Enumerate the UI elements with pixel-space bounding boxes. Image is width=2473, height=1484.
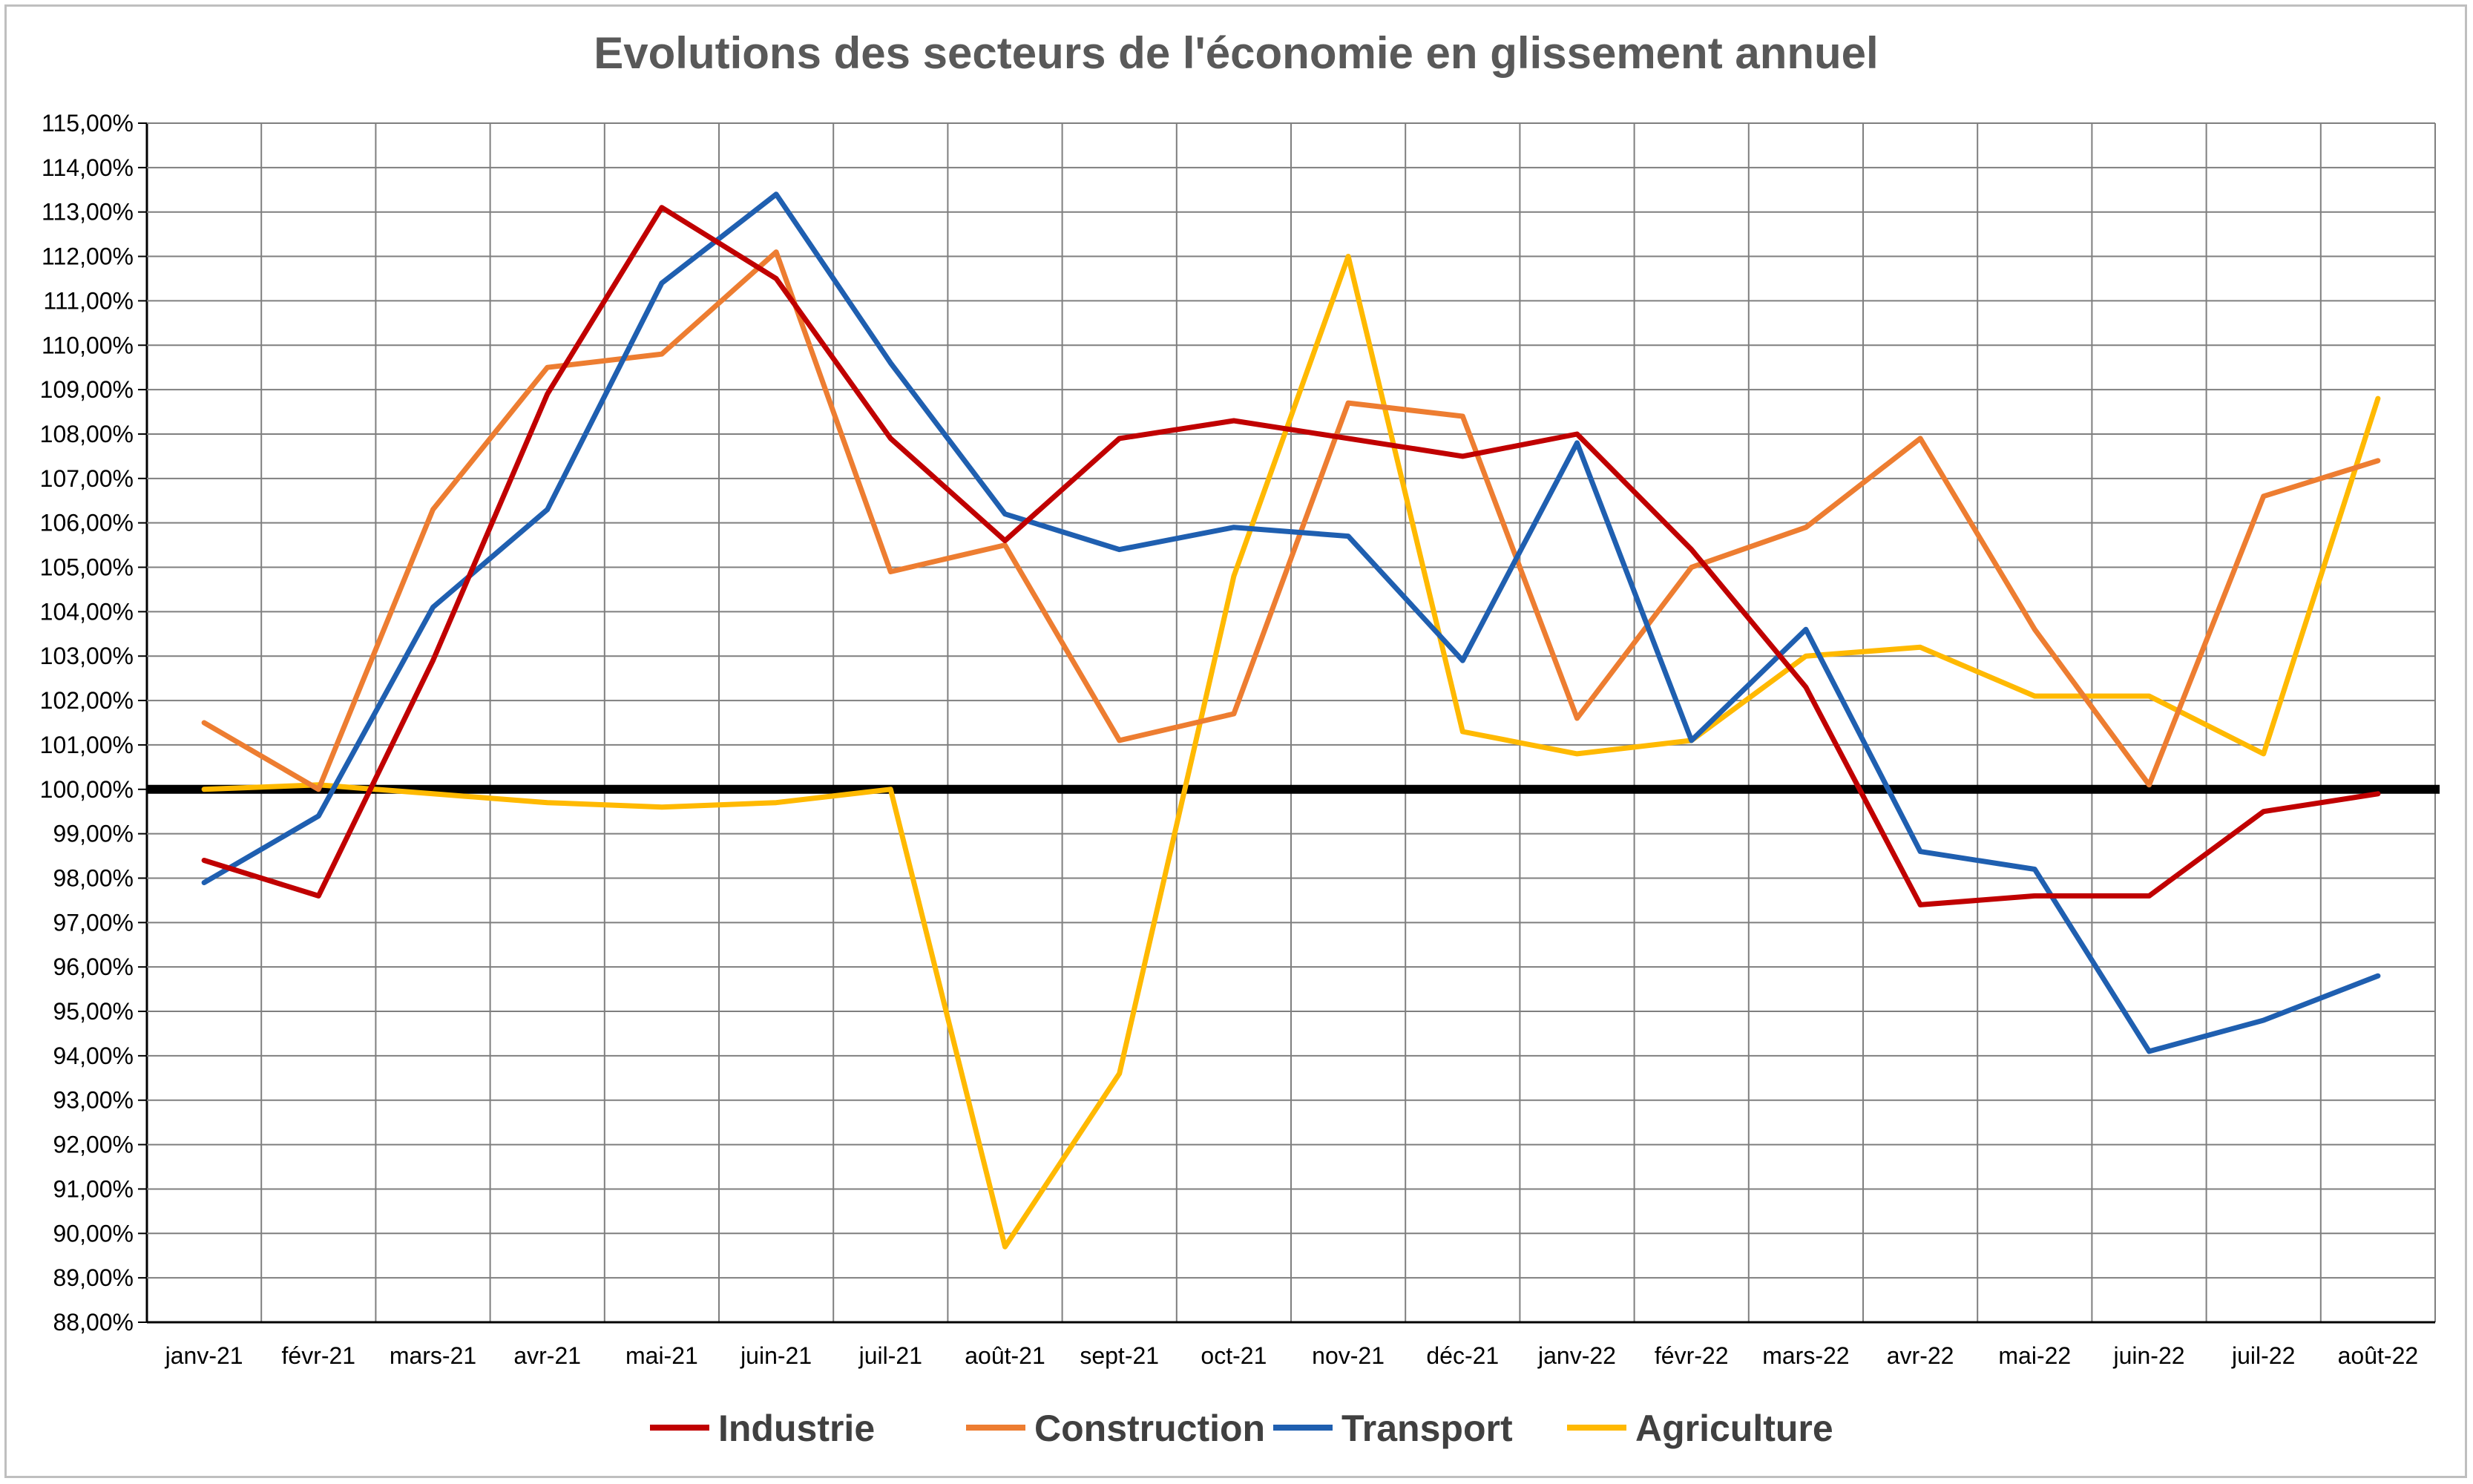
x-tick-label: juil-22: [2231, 1342, 2295, 1369]
y-tick-label: 106,00%: [40, 510, 134, 536]
series-lines: [201, 191, 2381, 1250]
x-tick-label: juil-21: [858, 1342, 922, 1369]
y-tick-label: 94,00%: [53, 1043, 134, 1069]
y-tick-label: 88,00%: [53, 1309, 134, 1336]
x-tick-label: août-21: [965, 1342, 1045, 1369]
y-tick-label: 107,00%: [40, 465, 134, 492]
y-tick-label: 114,00%: [42, 154, 134, 181]
legend-label: Agriculture: [1635, 1408, 1833, 1449]
series-line-agriculture: [201, 254, 2381, 1250]
x-tick-label: déc-21: [1426, 1342, 1499, 1369]
y-tick-label: 115,00%: [42, 110, 134, 137]
y-tick-label: 112,00%: [42, 243, 134, 270]
chart-frame: [4, 4, 2467, 1478]
horizontal-gridlines: [138, 122, 2435, 1324]
y-tick-label: 100,00%: [40, 776, 134, 803]
legend: Industrie Construction Transport Agricultur…: [650, 1408, 1833, 1449]
y-tick-label: 89,00%: [53, 1264, 134, 1291]
y-tick-label: 103,00%: [40, 643, 134, 669]
y-tick-label: 101,00%: [40, 732, 134, 758]
y-tick-label: 111,00%: [43, 287, 134, 314]
series-line-industrie: [201, 205, 2381, 907]
y-tick-label: 96,00%: [53, 953, 134, 980]
x-tick-label: juin-21: [740, 1342, 812, 1369]
x-tick-label: févr-21: [282, 1342, 356, 1369]
x-tick-label: juin-22: [2112, 1342, 2184, 1369]
x-tick-label: sept-21: [1080, 1342, 1159, 1369]
y-tick-label: 102,00%: [40, 687, 134, 714]
x-tick-label: mars-22: [1762, 1342, 1849, 1369]
y-tick-label: 105,00%: [40, 554, 134, 581]
x-tick-label: mars-21: [390, 1342, 476, 1369]
x-tick-label: avr-22: [1887, 1342, 1954, 1369]
y-tick-label: 113,00%: [42, 199, 134, 226]
y-tick-label: 92,00%: [53, 1132, 134, 1158]
x-tick-label: oct-21: [1201, 1342, 1267, 1369]
x-tick-label: avr-21: [513, 1342, 581, 1369]
series-line-transport: [201, 191, 2381, 1054]
chart-title: Evolutions des secteurs de l'économie en…: [594, 28, 1878, 78]
x-tick-label: janv-21: [165, 1342, 243, 1369]
y-tick-label: 104,00%: [40, 598, 134, 625]
y-tick-label: 95,00%: [53, 998, 134, 1025]
x-axis-tick-labels: janv-21 févr-21 mars-21 avr-21 mai-21 juin-21…: [165, 1342, 2419, 1369]
y-tick-label: 91,00%: [53, 1175, 134, 1202]
x-tick-label: mai-22: [1998, 1342, 2071, 1369]
y-tick-label: 98,00%: [53, 864, 134, 891]
legend-label: Construction: [1034, 1408, 1265, 1449]
vertical-gridlines: [145, 123, 2436, 1322]
x-tick-label: janv-22: [1537, 1342, 1616, 1369]
y-tick-label: 109,00%: [40, 376, 134, 403]
y-axis-tick-labels: 88,00% 89,00% 90,00% 91,00% 92,00% 93,00% 94,0…: [40, 110, 134, 1336]
x-tick-label: août-22: [2338, 1342, 2419, 1369]
y-tick-label: 93,00%: [53, 1087, 134, 1114]
x-tick-label: févr-22: [1655, 1342, 1729, 1369]
y-tick-label: 97,00%: [53, 909, 134, 936]
legend-label: Transport: [1341, 1408, 1513, 1449]
y-tick-label: 108,00%: [40, 421, 134, 447]
legend-label: Industrie: [718, 1408, 875, 1449]
y-tick-label: 90,00%: [53, 1220, 134, 1247]
x-tick-label: mai-21: [625, 1342, 698, 1369]
y-tick-label: 110,00%: [42, 332, 134, 358]
y-tick-label: 99,00%: [53, 821, 134, 847]
x-tick-label: nov-21: [1312, 1342, 1385, 1369]
